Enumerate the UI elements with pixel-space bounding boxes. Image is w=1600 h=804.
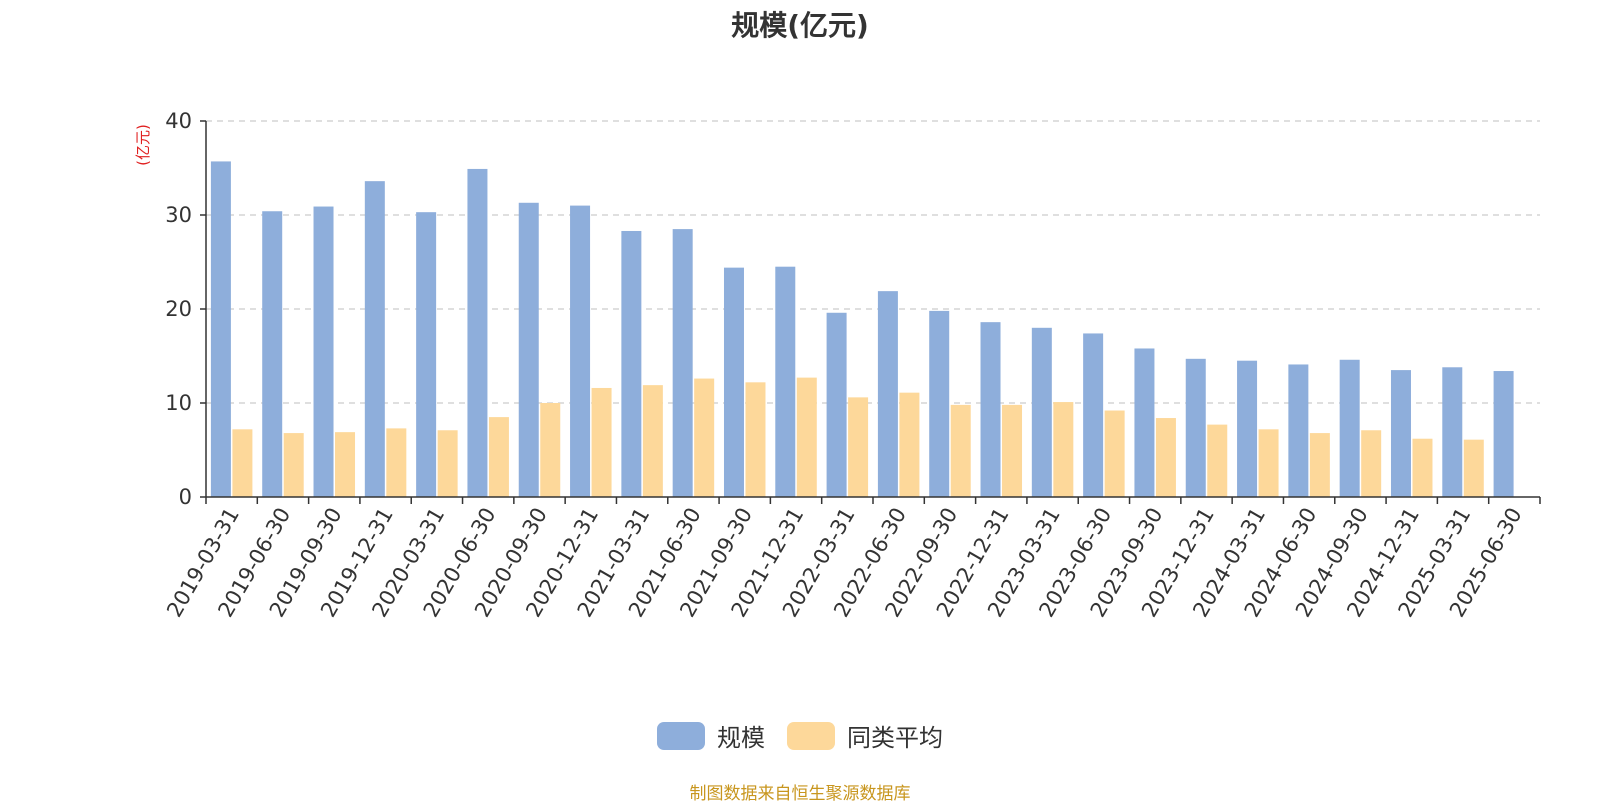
bar-peer-average[interactable] (283, 433, 304, 497)
bar-scale[interactable] (1134, 348, 1155, 497)
bar-peer-average[interactable] (1412, 438, 1433, 497)
bar-peer-average[interactable] (540, 403, 561, 497)
bar-scale[interactable] (416, 212, 437, 497)
bar-scale[interactable] (621, 230, 642, 498)
bar-peer-average[interactable] (745, 382, 766, 497)
bar-peer-average[interactable] (386, 428, 407, 497)
bar-peer-average[interactable] (848, 397, 869, 497)
bar-peer-average[interactable] (899, 392, 920, 497)
bar-scale[interactable] (364, 181, 385, 497)
bar-peer-average[interactable] (1104, 410, 1125, 497)
bar-peer-average[interactable] (1002, 404, 1023, 497)
bar-scale[interactable] (518, 202, 539, 497)
bar-scale[interactable] (1288, 364, 1309, 497)
bar-scale[interactable] (723, 267, 744, 497)
legend-label-scale: 规模 (717, 724, 765, 752)
bar-peer-average[interactable] (1309, 433, 1330, 497)
bar-peer-average[interactable] (642, 385, 663, 497)
y-axis-label: (亿元) (134, 124, 152, 166)
bar-scale[interactable] (1185, 358, 1206, 497)
bar-peer-average[interactable] (1053, 402, 1074, 497)
bar-scale[interactable] (826, 312, 847, 497)
legend-item-peer-average[interactable]: 同类平均 (787, 718, 943, 753)
y-tick-label: 20 (165, 297, 192, 321)
bar-scale[interactable] (467, 168, 488, 497)
bar-scale[interactable] (210, 161, 231, 498)
legend: 规模 同类平均 (0, 718, 1600, 753)
bar-peer-average[interactable] (1463, 439, 1484, 497)
bar-peer-average[interactable] (950, 404, 971, 497)
bar-scale[interactable] (262, 211, 283, 498)
bar-scale[interactable] (980, 322, 1001, 497)
bar-peer-average[interactable] (335, 432, 356, 497)
bar-scale[interactable] (1083, 333, 1104, 497)
legend-swatch-scale (657, 721, 705, 750)
bar-scale[interactable] (672, 229, 693, 497)
bar-scale[interactable] (1390, 370, 1411, 497)
bar-scale[interactable] (313, 206, 334, 498)
bar-peer-average[interactable] (1207, 424, 1228, 497)
bar-scale[interactable] (1031, 327, 1052, 497)
legend-item-scale[interactable]: 规模 (657, 718, 765, 753)
legend-swatch-peer-average (787, 721, 835, 750)
y-tick-label: 10 (165, 391, 192, 415)
bar-peer-average[interactable] (1361, 430, 1382, 497)
y-tick-label: 0 (179, 485, 192, 509)
bar-peer-average[interactable] (694, 378, 715, 497)
bar-peer-average[interactable] (1258, 429, 1279, 497)
source-note: 制图数据来自恒生聚源数据库 (689, 784, 911, 804)
y-tick-label: 40 (165, 109, 192, 133)
bar-scale[interactable] (929, 310, 950, 497)
bar-peer-average[interactable] (232, 429, 253, 497)
bar-scale[interactable] (775, 266, 796, 497)
bar-scale[interactable] (877, 291, 898, 497)
bar-scale[interactable] (570, 205, 591, 497)
bar-scale[interactable] (1442, 367, 1463, 497)
bar-peer-average[interactable] (488, 417, 509, 497)
bar-peer-average[interactable] (796, 377, 817, 497)
bar-peer-average[interactable] (591, 387, 612, 497)
y-tick-label: 30 (165, 203, 192, 227)
bar-peer-average[interactable] (437, 430, 458, 497)
legend-label-peer-average: 同类平均 (847, 724, 943, 752)
bar-scale[interactable] (1237, 360, 1258, 497)
bar-peer-average[interactable] (1155, 418, 1176, 497)
chart-title: 规模(亿元) (731, 9, 869, 42)
bars (210, 161, 1514, 498)
bar-scale[interactable] (1339, 359, 1360, 497)
bar-scale[interactable] (1493, 371, 1514, 497)
